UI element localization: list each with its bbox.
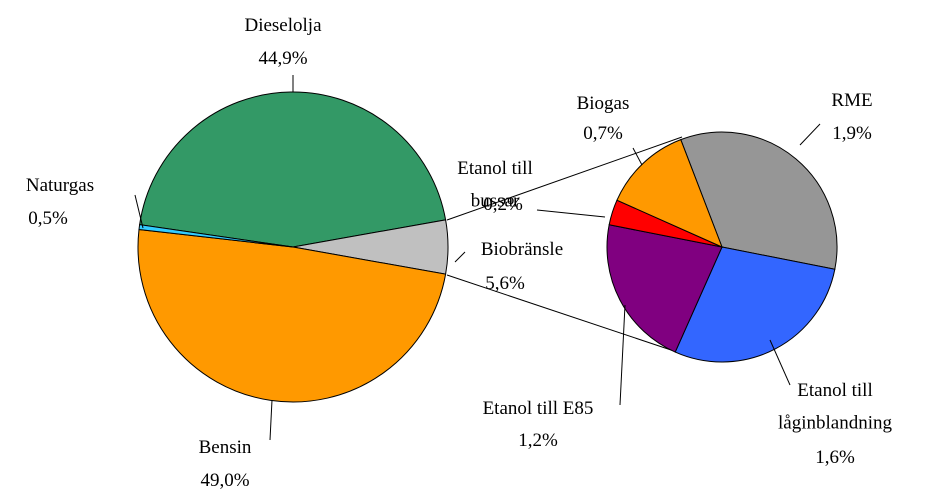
value-label: 5,6% [485,273,525,294]
slice-label: Biobränsle [481,239,563,260]
leader-line [134,194,144,229]
value-label: 0,2% [483,194,523,215]
leader-line [769,339,791,386]
pie-slice [680,131,838,270]
slice-label: Naturgas [26,175,94,196]
leader-line [454,251,466,263]
slice-label: Dieselolja [244,15,322,36]
value-label: 44,9% [258,48,307,69]
slice-label: Etanol till låginblandning [778,380,892,433]
value-label: 0,7% [583,123,623,144]
pie-slice [606,224,723,353]
value-label: 0,5% [28,208,68,229]
leader-line [619,304,626,406]
slice-label: Bensin [199,437,252,458]
connector-line [446,274,687,356]
pie-slice [674,246,836,363]
leader-line [632,147,643,166]
leader-line [536,209,606,218]
slice-label: RME [831,90,872,111]
value-label: 1,9% [832,123,872,144]
value-label: 1,6% [815,447,855,468]
pie-slice [616,138,723,248]
value-label: 49,0% [200,470,249,490]
pie-slice [139,91,447,248]
connector-line [446,136,683,221]
leader-line [799,123,821,146]
leader-line [269,399,273,441]
slice-label: Etanol till E85 [483,398,594,419]
pie-slice [138,224,294,248]
pie-slice [137,228,447,403]
value-label: 1,2% [518,430,558,451]
slice-label: Biogas [577,93,630,114]
slice-label: Etanol till bussar [457,158,532,211]
